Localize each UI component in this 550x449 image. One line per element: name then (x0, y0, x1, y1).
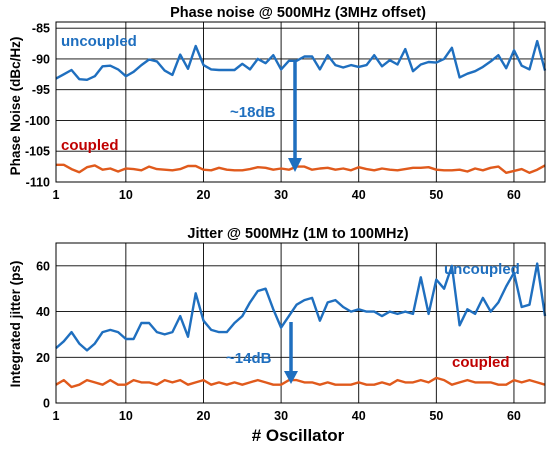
annotation-label: uncoupled (61, 33, 137, 50)
difference-arrow (288, 60, 302, 172)
annotation-label: uncoupled (444, 261, 520, 278)
y-tick-label: -110 (26, 176, 50, 190)
x-tick-label: 50 (429, 409, 443, 423)
x-tick-label: 10 (119, 409, 133, 423)
y-tick-label: 40 (36, 305, 50, 319)
annotation-label: coupled (61, 137, 119, 154)
x-tick-label: 20 (197, 188, 211, 202)
annotation-label: ~14dB (226, 350, 272, 367)
y-tick-label: -95 (32, 83, 50, 97)
x-tick-label: 60 (507, 188, 521, 202)
x-tick-label: 20 (197, 409, 211, 423)
series-lines (55, 39, 547, 175)
x-tick-label: 10 (119, 188, 133, 202)
grid-lines (56, 243, 545, 403)
phase-noise-panel: Phase noise @ 500MHz (3MHz offset) Phase… (8, 5, 547, 202)
y-tick-label: -105 (25, 145, 50, 159)
series-line-coupled (55, 376, 546, 389)
y-tick-label: -85 (32, 22, 50, 36)
x-tick-label: 40 (352, 409, 366, 423)
plot-frame (55, 242, 546, 404)
y-tick-label: -100 (25, 114, 50, 128)
chart-title: Jitter @ 500MHz (1M to 100MHz) (187, 226, 408, 242)
y-tick-label: -90 (32, 52, 50, 66)
y-tick-label: 20 (36, 351, 50, 365)
annotation-label: coupled (452, 354, 510, 371)
y-tick-label: 60 (36, 259, 50, 273)
grid-lines (56, 22, 545, 182)
x-tick-label: 1 (53, 188, 60, 202)
series-line-uncoupled (55, 262, 547, 352)
tick-labels: 1 10 20 30 40 50 60 -110 -105 -100 -95 -90 -85 (25, 22, 521, 202)
tick-labels: 1 10 20 30 40 50 60 0 20 40 60 (36, 259, 521, 423)
x-tick-label: 1 (53, 409, 60, 423)
series-lines (55, 262, 547, 389)
x-tick-label: 30 (274, 409, 288, 423)
x-tick-label: 30 (274, 188, 288, 202)
x-axis-label: # Oscillator (252, 426, 345, 445)
difference-arrow (284, 322, 298, 384)
series-line-coupled (56, 163, 546, 175)
y-axis-label: Phase Noise (dBc/Hz) (8, 37, 23, 176)
jitter-panel: Jitter @ 500MHz (1M to 100MHz) Integrate… (8, 226, 547, 445)
plot-frame (55, 21, 546, 183)
y-tick-label: 0 (43, 397, 50, 411)
x-tick-label: 60 (507, 409, 521, 423)
annotation-label: ~18dB (230, 104, 276, 121)
x-tick-label: 40 (352, 188, 366, 202)
y-axis-label: Integrated jitter (ps) (8, 261, 23, 388)
x-tick-label: 50 (429, 188, 443, 202)
chart-title: Phase noise @ 500MHz (3MHz offset) (170, 5, 426, 21)
series-line-uncoupled (55, 39, 547, 82)
